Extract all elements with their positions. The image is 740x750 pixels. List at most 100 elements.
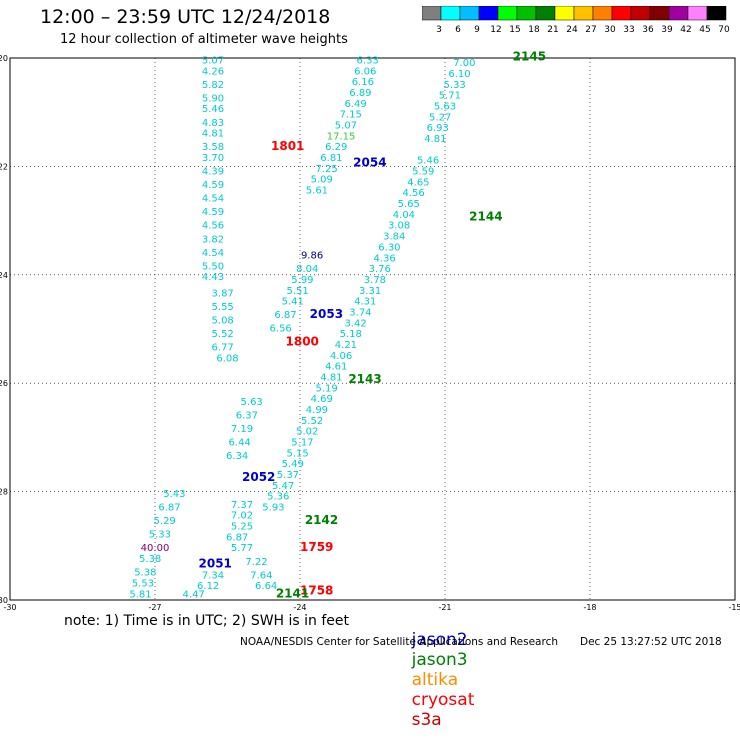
swh-value: 4.81 [202,129,224,140]
pass-time-label: 2144 [469,210,502,224]
swh-value: 6.77 [212,343,234,354]
swh-value: 6.30 [378,242,400,253]
swh-value: 8.04 [296,264,318,275]
swh-value: 6.29 [325,142,347,153]
swh-value: 3.78 [364,275,386,286]
swh-value: 3.76 [369,264,391,275]
colorbar-label: 33 [623,25,634,34]
swh-value: 6.06 [354,66,376,77]
wave-height-chart: -30 -27 -24 -21 -18 -15 -20 -22 -24 -26 -28 -30 5.07… [0,50,740,612]
swh-value: 5.33 [444,80,466,91]
swh-value: 5.99 [291,275,313,286]
swh-value: 5.82 [202,80,224,91]
y-tick-label: -24 [0,271,8,280]
swh-value: 5.02 [296,427,318,438]
swh-value: 5.50 [202,261,224,272]
swh-value: 3.58 [202,142,224,153]
swh-value: 6.34 [226,451,248,462]
legend-jason2: jason2 [411,630,468,650]
swh-value: 5.63 [241,397,263,408]
swh-value: 3.42 [344,318,366,329]
swh-value: 7.22 [245,557,267,568]
footer: note: 1) Time is in UTC; 2) SWH is in fe… [0,610,740,730]
page-title: 12:00 – 23:59 UTC 12/24/2018 [40,6,331,28]
swh-value: 4.81 [320,372,342,383]
colorbar-label: 30 [604,25,616,34]
swh-value: 5.07 [335,120,357,131]
swh-value: 5.18 [340,329,362,340]
swh-value: 5.17 [291,438,313,449]
swh-value: 6.49 [344,99,366,110]
swh-value: 6.64 [255,581,277,592]
colorbar-label: 15 [509,25,520,34]
legend-altika: altika [411,670,459,690]
swh-value: 4.39 [202,167,224,178]
swh-value: 4.83 [202,118,224,129]
swh-value: 4.65 [407,177,429,188]
colorbar-label: 39 [661,25,673,34]
swh-value: 3.70 [202,153,224,164]
credit-text: NOAA/NESDIS Center for Satellite Applica… [240,636,558,648]
x-tick-label: -30 [3,603,16,612]
plot-frame [9,57,736,601]
swh-value: 5.07 [202,55,224,66]
colorbar-label: 24 [566,25,578,34]
pass-time-label: 1759 [300,540,333,554]
x-tick-label: -27 [148,603,161,612]
swh-value: 7.34 [202,570,224,581]
y-tick-label: -20 [0,54,8,63]
swh-value: 4.06 [330,351,352,362]
footer-note: note: 1) Time is in UTC; 2) SWH is in fe… [64,613,350,629]
swh-value: 3.08 [388,221,410,232]
swh-value: 5.36 [267,492,289,503]
swh-value: 6.56 [270,324,292,335]
swh-value: 5.37 [277,470,299,481]
swh-value: 4.81 [424,134,446,145]
track-2051: 5.436.875.295.3340.005.385.385.535.81205… [129,489,232,600]
track-2053: 9.86 8.045.995.515.41 6.87 6.56 2053 [270,251,344,335]
swh-value: 7.00 [453,58,475,69]
colorbar-label: 21 [547,25,558,34]
swh-value: 7.19 [231,424,253,435]
colorbar-label: 9 [474,25,480,34]
swh-value: 9.86 [301,251,323,262]
x-tick-label: -18 [583,603,596,612]
swh-value: 5.33 [149,530,171,541]
legend-s3a: s3a [411,710,442,730]
swh-value: 5.38 [134,568,156,579]
swh-value: 7.15 [340,110,362,121]
y-tick-label: -26 [0,379,8,388]
swh-value: 4.54 [202,194,224,205]
generated-timestamp: Dec 25 13:27:52 UTC 2018 [580,636,722,648]
swh-value: 4.56 [402,188,424,199]
swh-value: 6.87 [158,503,180,514]
swh-value: 3.31 [359,286,381,297]
swh-value: 4.59 [202,180,224,191]
x-tick-label: -21 [438,603,451,612]
pass-time-label: 2142 [305,513,338,527]
swh-value: 5.93 [262,503,284,514]
swh-value: 6.93 [427,123,449,134]
swh-value: 5.25 [231,522,253,533]
swh-value: 4.69 [311,394,333,405]
track-2141: 7.346.124.47 2141 [183,570,310,600]
swh-value: 5.49 [282,459,304,470]
legend-jason3: jason3 [411,650,468,670]
swh-value: 5.59 [412,167,434,178]
swh-value: 6.16 [352,77,374,88]
swh-value: 17.15 [327,131,356,142]
swh-value: 4.54 [202,248,224,259]
swh-value: 7.37 [231,500,253,511]
swh-value: 4.59 [202,207,224,218]
swh-value: 5.52 [212,329,234,340]
colorbar-label: 3 [436,25,442,34]
swh-value: 5.77 [231,543,253,554]
track-1800: 3.87 5.55 5.08 5.52 6.776.08 1800 [212,288,319,364]
swh-value: 4.99 [306,405,328,416]
swh-value: 4.61 [325,362,347,373]
pass-time-label: 2053 [310,307,343,321]
swh-value: 5.19 [315,383,337,394]
colorbar-label: 42 [680,25,691,34]
swh-value: 6.87 [274,310,296,321]
swh-value: 5.65 [398,199,420,210]
